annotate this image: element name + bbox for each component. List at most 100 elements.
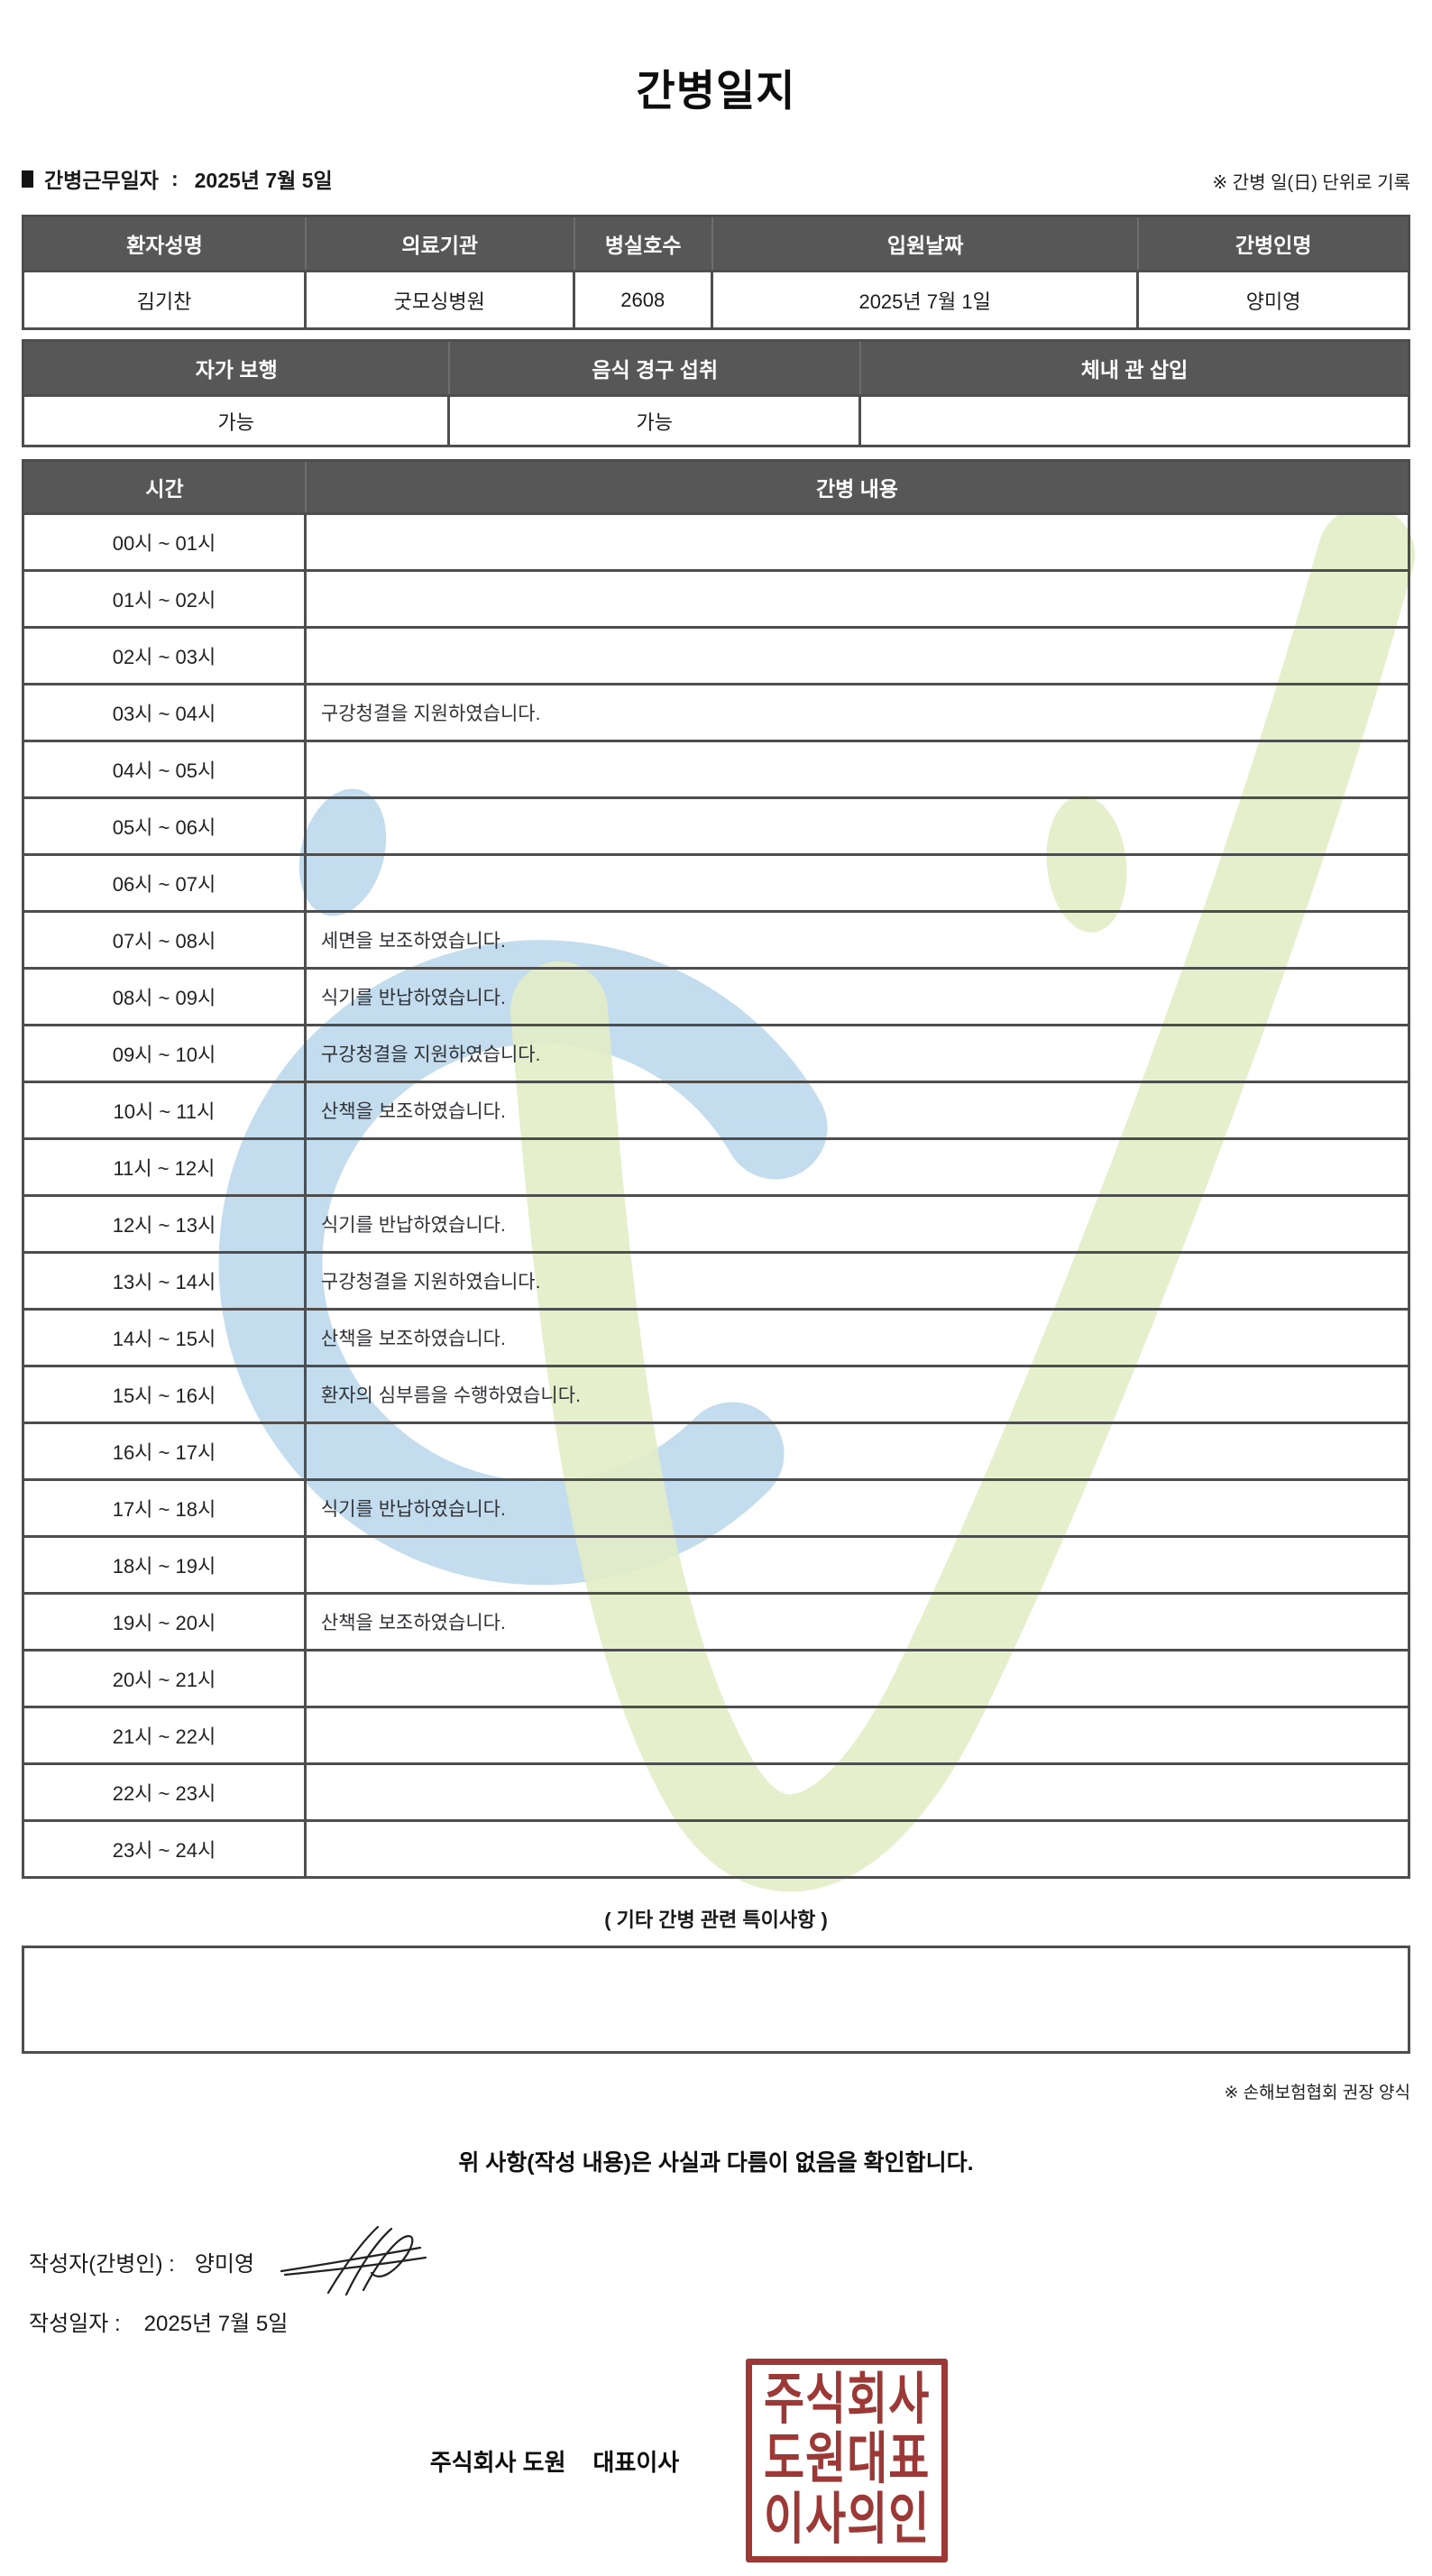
schedule-content-cell[interactable]: 식기를 반납하였습니다.	[306, 1194, 1408, 1251]
schedule-row: 08시 ~ 09시 식기를 반납하였습니다.	[24, 967, 1408, 1024]
schedule-content-cell[interactable]	[306, 1421, 1408, 1478]
header-room-number: 병실호수	[574, 217, 713, 270]
schedule-row: 09시 ~ 10시 구강청결을 지원하였습니다.	[24, 1024, 1408, 1081]
schedule-content-cell[interactable]	[306, 796, 1408, 853]
schedule-row: 04시 ~ 05시	[24, 740, 1408, 796]
written-date-line: 작성일자 : 2025년 7월 5일	[29, 2305, 1410, 2337]
schedule-row: 05시 ~ 06시	[24, 796, 1408, 853]
company-role: 대표이사	[592, 2448, 680, 2476]
header-caregiver-name: 간병인명	[1139, 217, 1408, 270]
company-line: 주식회사 도원 대표이사	[430, 2444, 679, 2478]
schedule-content-cell[interactable]	[306, 740, 1408, 796]
patient-name-value[interactable]: 김기찬	[24, 270, 307, 327]
schedule-row: 17시 ~ 18시 식기를 반납하였습니다.	[24, 1478, 1408, 1535]
record-unit-note: ※ 간병 일(日) 단위로 기록	[1212, 173, 1410, 193]
schedule-time-cell: 07시 ~ 08시	[24, 910, 307, 967]
duty-date-value[interactable]: 2025년 7월 5일	[194, 169, 333, 192]
self-walking-value[interactable]: 가능	[24, 394, 451, 445]
header-oral-intake: 음식 경구 섭취	[450, 342, 862, 394]
oral-intake-value[interactable]: 가능	[450, 394, 862, 445]
schedule-time-cell: 19시 ~ 20시	[24, 1592, 307, 1649]
schedule-content-cell[interactable]: 구강청결을 지원하였습니다.	[306, 683, 1408, 740]
notes-title: ( 기타 간병 관련 특이사항 )	[604, 1909, 828, 1931]
schedule-time-cell: 06시 ~ 07시	[24, 853, 307, 910]
patient-info-table: 환자성명 의료기관 병실호수 입원날짜 간병인명 김기찬 굿모싱병원 2608 …	[22, 215, 1410, 330]
header-self-walking: 자가 보행	[24, 342, 451, 394]
medical-institution-value[interactable]: 굿모싱병원	[306, 270, 575, 327]
written-date-value[interactable]: 2025년 7월 5일	[143, 2312, 289, 2336]
schedule-content-cell[interactable]	[306, 853, 1408, 910]
schedule-content-cell[interactable]: 산책을 보조하였습니다.	[306, 1592, 1408, 1649]
schedule-row: 01시 ~ 02시	[24, 569, 1408, 626]
schedule-content-cell[interactable]: 식기를 반납하였습니다.	[306, 967, 1408, 1024]
company-name: 주식회사 도원	[429, 2448, 566, 2476]
info-line: 간병근무일자 : 2025년 7월 5일 ※ 간병 일(日) 단위로 기록	[22, 163, 1410, 194]
caregiver-name-value[interactable]: 양미영	[1139, 270, 1408, 327]
schedule-row: 21시 ~ 22시	[24, 1706, 1408, 1762]
patient-info-value-row: 김기찬 굿모싱병원 2608 2025년 7월 1일 양미영	[24, 270, 1408, 327]
schedule-time-cell: 22시 ~ 23시	[24, 1762, 307, 1819]
schedule-time-cell: 21시 ~ 22시	[24, 1706, 307, 1762]
schedule-time-cell: 00시 ~ 01시	[24, 512, 307, 569]
header-care-content: 간병 내용	[306, 462, 1408, 512]
schedule-content-cell[interactable]	[306, 1762, 1408, 1819]
admission-date-value[interactable]: 2025년 7월 1일	[712, 270, 1140, 327]
schedule-time-cell: 17시 ~ 18시	[24, 1478, 307, 1535]
schedule-row: 19시 ~ 20시 산책을 보조하였습니다.	[24, 1592, 1408, 1649]
condition-table: 자가 보행 음식 경구 섭취 체내 관 삽입 가능 가능	[22, 339, 1410, 447]
schedule-time-cell: 16시 ~ 17시	[24, 1421, 307, 1478]
notes-box[interactable]	[22, 1946, 1410, 2054]
schedule-content-cell[interactable]: 세면을 보조하였습니다.	[306, 910, 1408, 967]
schedule-row: 18시 ~ 19시	[24, 1535, 1408, 1592]
schedule-header-row: 시간 간병 내용	[24, 462, 1408, 512]
schedule-content-cell[interactable]: 구강청결을 지원하였습니다.	[306, 1251, 1408, 1308]
schedule-row: 20시 ~ 21시	[24, 1649, 1408, 1706]
schedule-content-cell[interactable]	[306, 1535, 1408, 1592]
header-medical-institution: 의료기관	[306, 217, 575, 270]
writer-name[interactable]: 양미영	[194, 2251, 255, 2277]
written-date-label: 작성일자 :	[29, 2312, 121, 2336]
schedule-content-cell[interactable]: 식기를 반납하였습니다.	[306, 1478, 1408, 1535]
schedule-content-cell[interactable]	[306, 512, 1408, 569]
header-time: 시간	[24, 462, 307, 512]
schedule-time-cell: 08시 ~ 09시	[24, 967, 307, 1024]
page-title: 간병일지	[636, 67, 796, 115]
schedule-content-cell[interactable]	[306, 1819, 1408, 1876]
tube-insertion-value[interactable]	[861, 394, 1408, 445]
schedule-time-cell: 05시 ~ 06시	[24, 796, 307, 853]
schedule-time-cell: 02시 ~ 03시	[24, 626, 307, 683]
room-number-value[interactable]: 2608	[574, 270, 713, 327]
duty-date-line: 간병근무일자 : 2025년 7월 5일	[22, 163, 333, 194]
writer-label: 작성자(간병인) :	[29, 2251, 175, 2277]
square-bullet-icon	[22, 170, 33, 188]
schedule-time-cell: 18시 ~ 19시	[24, 1535, 307, 1592]
schedule-content-cell[interactable]	[306, 1137, 1408, 1194]
schedule-content-cell[interactable]: 환자의 심부름을 수행하였습니다.	[306, 1365, 1408, 1421]
schedule-content-cell[interactable]	[306, 1649, 1408, 1706]
confirmation-statement: 위 사항(작성 내용)은 사실과 다름이 없음을 확인합니다.	[458, 2150, 974, 2176]
schedule-content-cell[interactable]	[306, 626, 1408, 683]
schedule-content-cell[interactable]	[306, 1706, 1408, 1762]
patient-info-header-row: 환자성명 의료기관 병실호수 입원날짜 간병인명	[24, 217, 1408, 270]
seal-text-row: 주식회사	[764, 2369, 931, 2431]
schedule-row: 10시 ~ 11시 산책을 보조하였습니다.	[24, 1081, 1408, 1137]
schedule-time-cell: 09시 ~ 10시	[24, 1024, 307, 1081]
schedule-time-cell: 20시 ~ 21시	[24, 1649, 307, 1706]
schedule-row: 13시 ~ 14시 구강청결을 지원하였습니다.	[24, 1251, 1408, 1308]
schedule-content-cell[interactable]	[306, 569, 1408, 626]
schedule-row: 15시 ~ 16시 환자의 심부름을 수행하였습니다.	[24, 1365, 1408, 1421]
schedule-row: 11시 ~ 12시	[24, 1137, 1408, 1194]
schedule-content-cell[interactable]: 산책을 보조하였습니다.	[306, 1308, 1408, 1365]
schedule-row: 22시 ~ 23시	[24, 1762, 1408, 1819]
schedule-time-cell: 03시 ~ 04시	[24, 683, 307, 740]
schedule-content-cell[interactable]: 산책을 보조하였습니다.	[306, 1081, 1408, 1137]
header-tube-insertion: 체내 관 삽입	[861, 342, 1408, 394]
form-note: ※ 손해보험협회 권장 양식	[1224, 2084, 1410, 2102]
schedule-row: 14시 ~ 15시 산책을 보조하였습니다.	[24, 1308, 1408, 1365]
schedule-content-cell[interactable]: 구강청결을 지원하였습니다.	[306, 1024, 1408, 1081]
corporate-red-seal: 주식회사 도원대표 이사의인	[746, 2359, 949, 2562]
schedule-time-cell: 10시 ~ 11시	[24, 1081, 307, 1137]
header-patient-name: 환자성명	[24, 217, 307, 270]
handwritten-signature	[280, 2225, 427, 2296]
